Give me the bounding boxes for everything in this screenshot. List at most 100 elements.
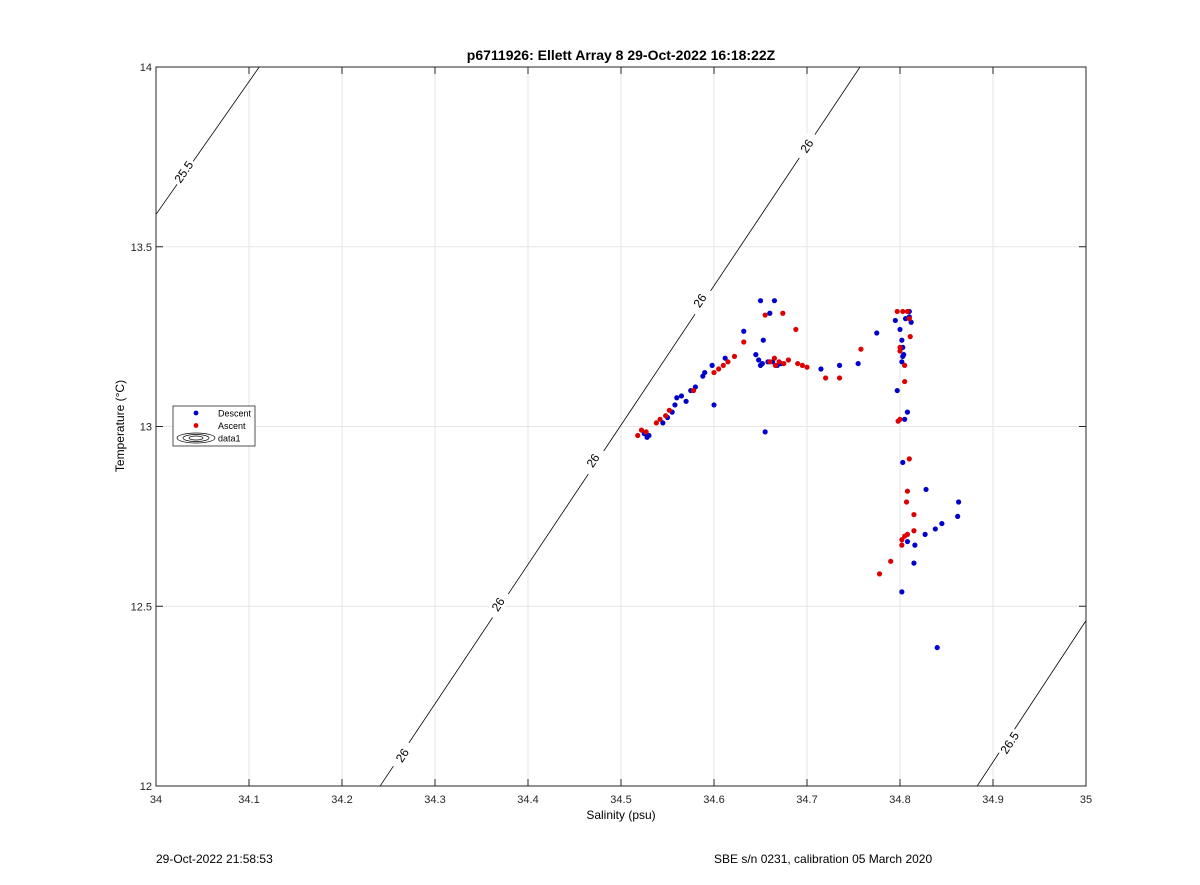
point-ascent xyxy=(911,528,917,534)
contour-label-bg xyxy=(388,739,417,771)
x-tick-label: 34.7 xyxy=(796,794,817,806)
point-ascent xyxy=(731,353,738,359)
point-ascent xyxy=(907,334,913,340)
point-ascent xyxy=(906,456,912,462)
contour-label-bg xyxy=(793,130,821,162)
point-ascent xyxy=(771,355,778,361)
y-tick-label: 14 xyxy=(140,62,152,74)
contour-line-25.5 xyxy=(156,67,260,215)
point-descent xyxy=(756,357,762,363)
point-descent xyxy=(904,409,911,415)
point-descent xyxy=(901,352,907,358)
point-ascent xyxy=(902,378,908,385)
point-ascent xyxy=(795,360,801,367)
point-ascent xyxy=(804,364,810,370)
point-descent xyxy=(836,362,843,368)
y-tick-label: 12.5 xyxy=(131,601,152,613)
point-ascent xyxy=(635,432,641,439)
contour-label-bg xyxy=(484,588,512,620)
point-ascent xyxy=(776,359,782,365)
point-descent xyxy=(939,520,945,527)
point-descent xyxy=(759,360,765,367)
point-descent xyxy=(922,531,928,537)
point-descent xyxy=(911,560,917,566)
x-tick-label: 34.9 xyxy=(982,794,1003,806)
point-descent xyxy=(900,459,906,466)
point-ascent xyxy=(906,316,912,322)
point-ascent xyxy=(904,308,911,315)
point-descent xyxy=(899,337,905,343)
point-descent xyxy=(660,420,666,426)
point-descent xyxy=(904,538,911,545)
legend-marker-data1 xyxy=(188,435,204,441)
point-ascent xyxy=(799,362,805,368)
point-descent xyxy=(894,387,900,394)
point-ascent xyxy=(899,537,905,543)
y-tick-label: 12 xyxy=(140,781,152,793)
point-ascent xyxy=(638,427,645,433)
point-descent xyxy=(923,486,929,493)
point-ascent xyxy=(899,542,905,548)
point-ascent xyxy=(900,308,906,315)
point-descent xyxy=(753,352,759,358)
point-descent xyxy=(771,298,778,304)
point-descent xyxy=(767,310,773,316)
point-descent xyxy=(646,432,652,439)
x-axis-label: Salinity (psu) xyxy=(586,808,655,822)
legend-marker-ascent xyxy=(193,423,199,428)
point-ascent xyxy=(653,420,659,426)
point-ascent xyxy=(720,362,726,368)
x-tick-label: 34.1 xyxy=(238,794,259,806)
point-ascent xyxy=(836,375,843,381)
point-ascent xyxy=(911,511,917,518)
point-descent xyxy=(711,402,717,408)
legend-label-data1: data1 xyxy=(218,434,241,444)
point-ascent xyxy=(762,312,768,318)
legend-marker-descent xyxy=(193,410,199,416)
point-ascent xyxy=(897,416,903,422)
point-ascent xyxy=(904,488,911,494)
point-descent xyxy=(932,526,938,532)
point-ascent xyxy=(781,360,787,367)
axis-ticks: 34 34.1 34.2 34.3 34.4 34.5 34.6 34.7 34.8 34.9 35… xyxy=(131,62,1093,806)
chart-title: p6711926: Ellett Array 8 29-Oct-2022 16:… xyxy=(467,47,776,63)
point-ascent xyxy=(897,344,903,351)
data-points xyxy=(635,298,962,651)
x-tick-label: 34.5 xyxy=(610,794,631,806)
point-descent xyxy=(757,298,764,304)
contour-label-bg xyxy=(996,727,1024,759)
y-axis-label: Temperature (°C) xyxy=(113,380,127,472)
point-ascent xyxy=(858,346,864,352)
x-tick-label: 34.3 xyxy=(424,794,445,806)
contour-line-26.5 xyxy=(976,620,1086,786)
point-ascent xyxy=(690,387,697,394)
x-tick-label: 34.2 xyxy=(331,794,352,806)
point-descent xyxy=(678,393,685,399)
point-ascent xyxy=(643,429,649,435)
point-descent xyxy=(892,317,898,324)
point-descent xyxy=(855,360,861,367)
point-ascent xyxy=(663,413,669,419)
point-ascent xyxy=(725,359,731,365)
point-descent xyxy=(672,402,678,408)
point-ascent xyxy=(666,407,672,413)
point-descent xyxy=(897,326,903,333)
contour-label-bg xyxy=(170,156,198,188)
point-descent xyxy=(818,366,824,372)
point-descent xyxy=(874,330,880,336)
point-descent xyxy=(762,429,768,435)
point-descent xyxy=(955,513,961,519)
point-descent xyxy=(741,328,747,334)
legend-label-ascent: Ascent xyxy=(218,421,246,431)
point-ascent xyxy=(657,416,663,422)
point-descent xyxy=(899,359,905,365)
point-ascent xyxy=(767,359,773,365)
point-ascent xyxy=(716,366,722,372)
contour-line-26 xyxy=(379,67,861,786)
footer-instrument-info: SBE s/n 0231, calibration 05 March 2020 xyxy=(714,852,933,866)
legend: Descent Ascent data1 xyxy=(172,405,256,447)
point-ascent xyxy=(772,362,778,368)
legend-label-descent: Descent xyxy=(218,409,252,419)
